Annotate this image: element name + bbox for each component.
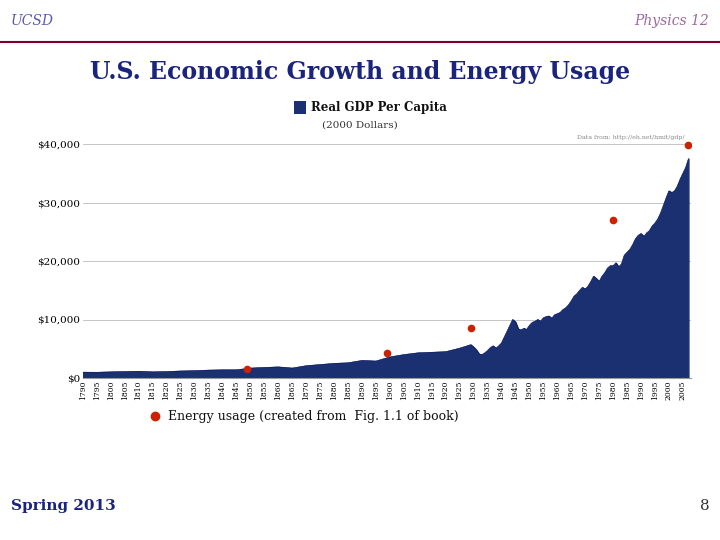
Text: U.S. Economic Growth and Energy Usage: U.S. Economic Growth and Energy Usage bbox=[90, 59, 630, 84]
Bar bbox=[294, 100, 307, 114]
Text: Physics 12: Physics 12 bbox=[634, 14, 709, 28]
Text: UCSD: UCSD bbox=[11, 14, 54, 28]
Text: Spring 2013: Spring 2013 bbox=[11, 499, 115, 513]
Text: Energy usage (created from  Fig. 1.1 of book): Energy usage (created from Fig. 1.1 of b… bbox=[168, 410, 459, 423]
Text: Real GDP Per Capita: Real GDP Per Capita bbox=[311, 100, 446, 113]
Text: 8: 8 bbox=[700, 499, 709, 513]
Text: Data from: http://eh.net/hmit/gdp/: Data from: http://eh.net/hmit/gdp/ bbox=[577, 135, 685, 140]
Text: (2000 Dollars): (2000 Dollars) bbox=[322, 121, 398, 130]
